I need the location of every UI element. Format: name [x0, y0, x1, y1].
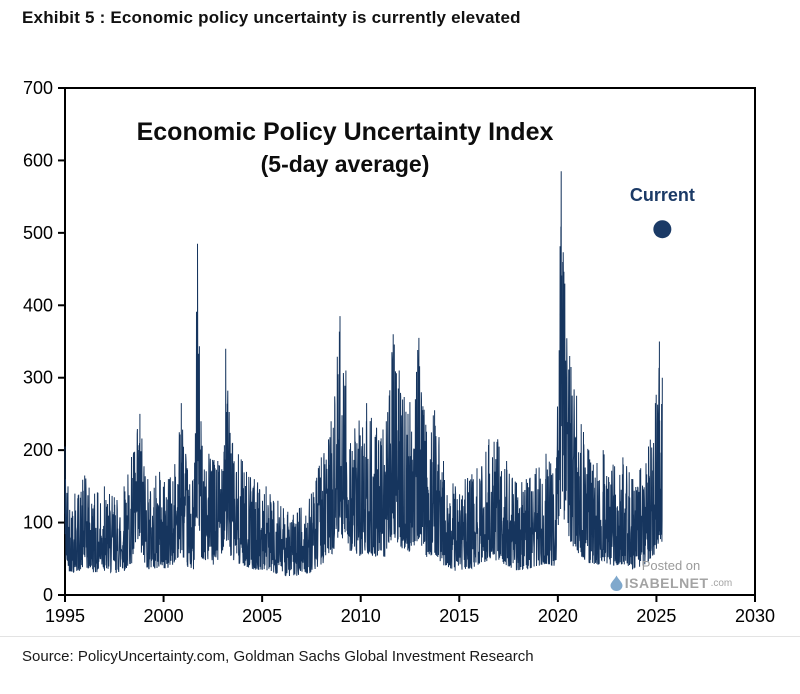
- y-tick-label: 400: [23, 295, 53, 315]
- x-tick-label: 1995: [45, 606, 85, 626]
- y-tick-label: 0: [43, 585, 53, 605]
- source-divider: [0, 636, 800, 637]
- x-tick-label: 2030: [735, 606, 775, 626]
- y-tick-label: 300: [23, 368, 53, 388]
- y-tick-label: 500: [23, 223, 53, 243]
- y-tick-label: 200: [23, 440, 53, 460]
- x-tick-label: 2015: [439, 606, 479, 626]
- x-tick-label: 2010: [341, 606, 381, 626]
- chart-title: Economic Policy Uncertainty Index: [137, 118, 554, 146]
- y-tick-label: 600: [23, 150, 53, 170]
- exhibit-title: Exhibit 5 : Economic policy uncertainty …: [22, 8, 521, 27]
- current-value-dot: [653, 220, 672, 239]
- y-tick-label: 700: [23, 78, 53, 98]
- current-label: Current: [630, 185, 695, 205]
- x-tick-label: 2005: [242, 606, 282, 626]
- y-tick-label: 100: [23, 513, 53, 533]
- plot-border: [64, 87, 756, 596]
- x-tick-label: 2020: [538, 606, 578, 626]
- source-text: Source: PolicyUncertainty.com, Goldman S…: [22, 648, 534, 665]
- epu-series-line: [64, 171, 663, 577]
- x-tick-label: 2000: [144, 606, 184, 626]
- x-tick-label: 2025: [636, 606, 676, 626]
- chart-subtitle: (5-day average): [261, 151, 430, 177]
